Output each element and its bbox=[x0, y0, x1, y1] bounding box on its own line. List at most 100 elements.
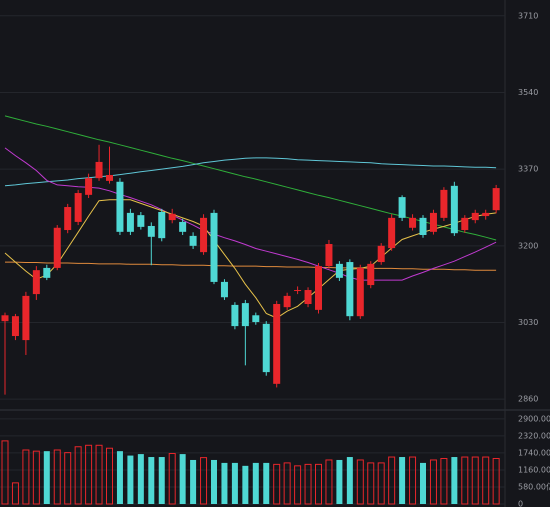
candle-body bbox=[283, 295, 291, 308]
candle-body bbox=[419, 217, 427, 235]
candle-body bbox=[335, 263, 343, 278]
candle-body bbox=[158, 211, 166, 239]
candle-body bbox=[179, 221, 187, 232]
volume-bar bbox=[451, 457, 458, 504]
candle-body bbox=[53, 227, 61, 268]
volume-bar bbox=[22, 449, 30, 505]
candle-body bbox=[168, 213, 176, 221]
candle-body bbox=[126, 212, 134, 232]
candle-body bbox=[409, 217, 417, 228]
volume-bar bbox=[242, 465, 249, 504]
volume-bar bbox=[190, 459, 197, 504]
candle-body bbox=[492, 188, 500, 211]
volume-bar bbox=[116, 451, 123, 504]
y-tick-label: 3710 bbox=[518, 11, 538, 20]
volume-bar bbox=[32, 450, 40, 505]
volume-bar bbox=[179, 454, 186, 504]
candle-body bbox=[32, 270, 40, 295]
candle-body bbox=[147, 225, 155, 237]
volume-bar bbox=[127, 455, 134, 504]
ma-line bbox=[5, 261, 497, 271]
volume-bar bbox=[346, 457, 353, 504]
volume-bar bbox=[64, 452, 72, 505]
volume-bar bbox=[211, 459, 217, 504]
candle-body bbox=[210, 212, 218, 282]
volume-bar bbox=[492, 458, 500, 505]
volume-bar bbox=[43, 451, 50, 504]
volume-bar bbox=[158, 457, 165, 504]
volume-bar bbox=[420, 462, 426, 504]
candle-body bbox=[346, 262, 354, 317]
volume-bar bbox=[388, 456, 396, 505]
candle-body bbox=[315, 266, 322, 310]
y-tick-label: 3200 bbox=[518, 241, 538, 250]
candle-body bbox=[450, 185, 458, 234]
candle-body bbox=[64, 207, 72, 231]
volume-bar bbox=[461, 456, 469, 505]
y-tick-label: 1740.00亿 bbox=[518, 447, 550, 457]
candle-body bbox=[116, 181, 124, 232]
candle-body bbox=[231, 304, 239, 327]
volume-bar bbox=[200, 457, 208, 505]
volume-bar bbox=[137, 454, 144, 504]
volume-bar bbox=[315, 463, 322, 505]
candle-body bbox=[11, 316, 19, 337]
ma-line bbox=[4, 199, 497, 319]
y-tick-label: 2860 bbox=[518, 395, 538, 404]
candle-body bbox=[22, 295, 30, 341]
y-tick-label: 0 bbox=[518, 500, 523, 507]
y-tick-label: 1160.00亿 bbox=[518, 464, 550, 474]
volume-bar bbox=[283, 462, 291, 505]
volume-bar bbox=[231, 462, 238, 504]
y-tick-label: 2900.00亿 bbox=[518, 413, 550, 423]
volume-bar bbox=[148, 457, 155, 504]
candle-body bbox=[294, 290, 302, 292]
candle-body bbox=[398, 197, 406, 218]
candle-body bbox=[200, 217, 208, 253]
volume-bar bbox=[273, 463, 281, 505]
y-tick-label: 2320.00亿 bbox=[518, 430, 550, 440]
volume-bar bbox=[1, 440, 9, 505]
y-tick-label: 3030 bbox=[518, 318, 538, 327]
candle-body bbox=[95, 161, 103, 179]
volume-bar bbox=[106, 447, 113, 505]
volume-bar bbox=[367, 462, 375, 505]
volume-bar bbox=[11, 482, 19, 505]
candle-body bbox=[377, 245, 385, 263]
candle-body bbox=[137, 215, 145, 227]
candle-body bbox=[220, 281, 228, 298]
volume-bar bbox=[95, 444, 103, 505]
candle-body bbox=[482, 212, 490, 217]
candle-body bbox=[471, 212, 479, 221]
volume-bar bbox=[325, 459, 333, 505]
volume-bar bbox=[74, 446, 82, 505]
candle-body bbox=[262, 323, 270, 373]
volume-bar bbox=[252, 462, 259, 504]
candle-body bbox=[74, 193, 82, 222]
volume-bar bbox=[304, 463, 312, 505]
volume-bar bbox=[294, 465, 302, 505]
volume-bar bbox=[85, 444, 93, 505]
candle-body bbox=[325, 244, 333, 267]
volume-bar bbox=[336, 459, 343, 504]
candle-body bbox=[1, 315, 9, 322]
volume-bar bbox=[429, 459, 437, 505]
candle-body bbox=[388, 217, 396, 249]
volume-bar bbox=[263, 462, 270, 504]
candle-body bbox=[304, 290, 312, 305]
candle-body bbox=[241, 303, 249, 327]
candle-body bbox=[85, 178, 93, 195]
candle-body bbox=[189, 235, 197, 246]
volume-bar bbox=[53, 449, 61, 505]
volume-bar bbox=[377, 462, 385, 505]
candle-body bbox=[252, 315, 260, 323]
candle-body bbox=[429, 212, 437, 232]
candle-body bbox=[273, 304, 281, 384]
volume-bar bbox=[482, 456, 490, 505]
volume-bar bbox=[440, 458, 448, 505]
y-tick-label: 3540 bbox=[518, 88, 538, 97]
y-tick-label: 3370 bbox=[518, 165, 538, 174]
candle-body bbox=[461, 217, 469, 231]
candle-body bbox=[43, 267, 51, 278]
